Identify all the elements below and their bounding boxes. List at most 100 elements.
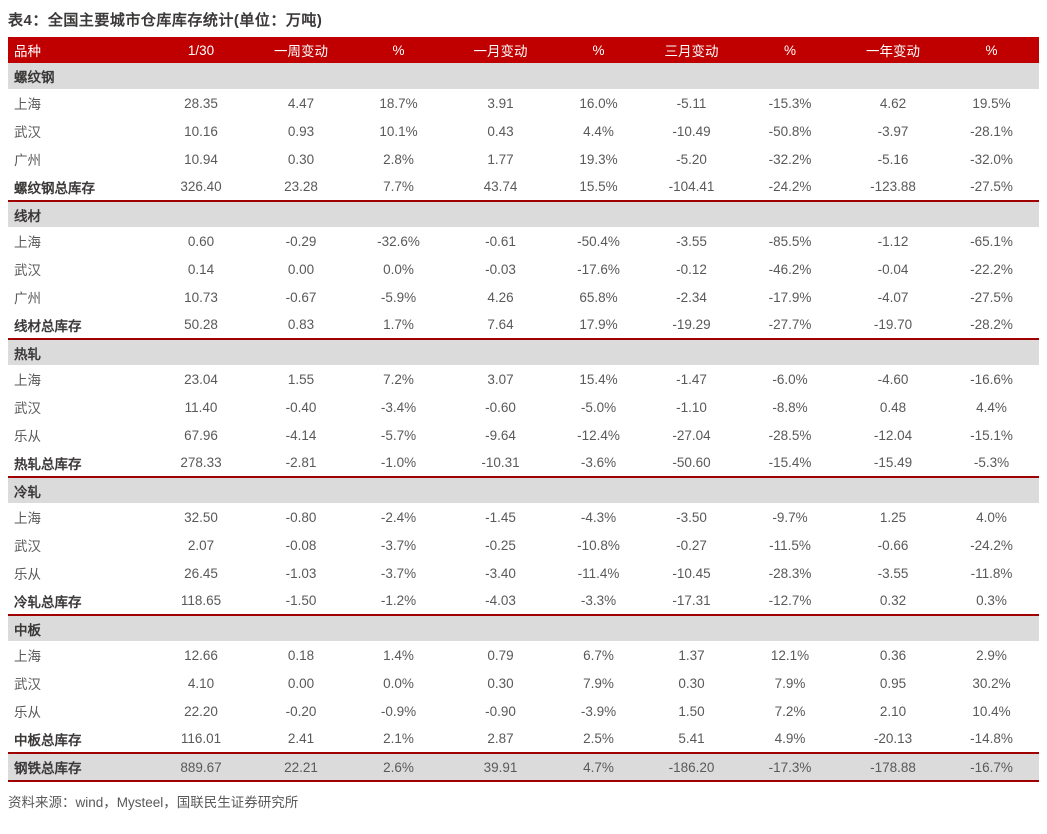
section-label: 中板 bbox=[8, 615, 1039, 641]
value-cell: -1.12 bbox=[877, 233, 909, 249]
value-cell: 2.5% bbox=[552, 725, 645, 754]
value-cell: 1.4% bbox=[383, 647, 414, 663]
value-cell: 4.7% bbox=[552, 753, 645, 782]
value-cell: 10.1% bbox=[379, 123, 418, 139]
value-cell: 0.32 bbox=[842, 587, 944, 616]
value-cell: -0.67 bbox=[285, 289, 317, 305]
value-cell: 0.0% bbox=[383, 261, 414, 277]
value-cell: -10.49 bbox=[672, 123, 711, 139]
city-label: 广州 bbox=[14, 153, 41, 168]
section-row: 热轧 bbox=[8, 339, 1039, 365]
value-cell: -15.3% bbox=[768, 95, 812, 111]
value-cell: -27.7% bbox=[738, 311, 842, 340]
value-cell: -16.7% bbox=[944, 753, 1039, 782]
value-cell: 22.21 bbox=[254, 753, 348, 782]
value-cell: 889.67 bbox=[148, 753, 254, 782]
value-cell: 12.1% bbox=[770, 647, 810, 663]
section-total-label: 热轧总库存 bbox=[8, 449, 148, 478]
value-cell: 23.28 bbox=[254, 173, 348, 202]
value-cell: 0.36 bbox=[879, 647, 907, 663]
city-label: 武汉 bbox=[14, 263, 41, 278]
value-cell: 7.2% bbox=[774, 703, 806, 719]
table-row: 武汉 11.40 -0.40 -3.4% -0.60 -5.0% -1.10 -8.8% 0.4… bbox=[8, 393, 1039, 421]
city-label: 乐从 bbox=[14, 705, 41, 720]
value-cell: -11.8% bbox=[970, 565, 1013, 581]
value-cell: -5.11 bbox=[676, 95, 707, 111]
section-total-label: 中板总库存 bbox=[8, 725, 148, 754]
value-cell: -27.5% bbox=[970, 289, 1013, 305]
value-cell: -1.10 bbox=[676, 399, 707, 415]
value-cell: 15.5% bbox=[552, 173, 645, 202]
value-cell: -4.14 bbox=[285, 427, 317, 443]
section-label: 螺纹钢 bbox=[8, 63, 1039, 89]
section-total-row: 螺纹钢总库存 326.40 23.28 7.7% 43.74 15.5% -104.41 -2… bbox=[8, 173, 1039, 202]
table-row: 武汉 4.10 0.00 0.0% 0.30 7.9% 0.30 7.9% 0.95 30.2% bbox=[8, 669, 1039, 697]
grand-total-label: 钢铁总库存 bbox=[8, 753, 148, 782]
value-cell: 4.26 bbox=[487, 289, 514, 305]
city-label: 武汉 bbox=[14, 539, 41, 554]
value-cell: 7.2% bbox=[383, 371, 414, 387]
value-cell: -4.03 bbox=[449, 587, 552, 616]
value-cell: 2.1% bbox=[348, 725, 449, 754]
header-cell-week-change: 一周变动 bbox=[254, 37, 348, 63]
value-cell: 7.9% bbox=[583, 675, 614, 691]
value-cell: -0.03 bbox=[485, 261, 516, 277]
value-cell: 0.93 bbox=[287, 123, 315, 139]
value-cell: 0.3% bbox=[944, 587, 1039, 616]
value-cell: 2.9% bbox=[976, 647, 1007, 663]
value-cell: 4.10 bbox=[187, 675, 215, 691]
value-cell: -85.5% bbox=[768, 233, 812, 249]
value-cell: -0.9% bbox=[380, 703, 417, 719]
value-cell: -3.7% bbox=[380, 537, 417, 553]
value-cell: 22.20 bbox=[184, 703, 218, 719]
value-cell: -5.20 bbox=[676, 151, 707, 167]
table-row: 上海 23.04 1.55 7.2% 3.07 15.4% -1.47 -6.0% -4.60 -… bbox=[8, 365, 1039, 393]
value-cell: -0.60 bbox=[485, 399, 516, 415]
inventory-table: 品种 1/30 一周变动 % 一月变动 % 三月变动 % 一年变动 % 螺纹钢上… bbox=[8, 37, 1039, 782]
value-cell: -15.49 bbox=[842, 449, 944, 478]
table-row: 上海 0.60 -0.29 -32.6% -0.61 -50.4% -3.55 -85.5% -… bbox=[8, 227, 1039, 255]
value-cell: -1.47 bbox=[676, 371, 707, 387]
value-cell: 4.47 bbox=[287, 95, 315, 111]
table-row: 乐从 26.45 -1.03 -3.7% -3.40 -11.4% -10.45 -28.3%… bbox=[8, 559, 1039, 587]
value-cell: 1.37 bbox=[678, 647, 705, 663]
section-label: 冷轧 bbox=[8, 477, 1039, 503]
value-cell: 0.30 bbox=[487, 675, 514, 691]
city-label: 上海 bbox=[14, 649, 41, 664]
value-cell: -9.7% bbox=[772, 509, 808, 525]
value-cell: -3.97 bbox=[877, 123, 909, 139]
value-cell: -17.31 bbox=[645, 587, 738, 616]
value-cell: -0.66 bbox=[877, 537, 909, 553]
value-cell: -24.2% bbox=[738, 173, 842, 202]
value-cell: -32.0% bbox=[970, 151, 1013, 167]
value-cell: -0.08 bbox=[285, 537, 317, 553]
value-cell: 10.73 bbox=[184, 289, 218, 305]
value-cell: -3.7% bbox=[380, 565, 417, 581]
value-cell: 32.50 bbox=[184, 509, 218, 525]
section-row: 线材 bbox=[8, 201, 1039, 227]
header-cell-quarter-change: 三月变动 bbox=[645, 37, 738, 63]
value-cell: 10.94 bbox=[184, 151, 218, 167]
value-cell: -1.0% bbox=[348, 449, 449, 478]
value-cell: 2.41 bbox=[254, 725, 348, 754]
city-label: 乐从 bbox=[14, 429, 41, 444]
value-cell: -2.4% bbox=[380, 509, 417, 525]
value-cell: 7.9% bbox=[774, 675, 806, 691]
source-note: 资料来源：wind，Mysteel，国联民生证券研究所 bbox=[8, 795, 299, 810]
section-total-row: 中板总库存 116.01 2.41 2.1% 2.87 2.5% 5.41 4.9% -20.1… bbox=[8, 725, 1039, 754]
value-cell: 0.14 bbox=[187, 261, 215, 277]
value-cell: 0.30 bbox=[678, 675, 705, 691]
city-label: 武汉 bbox=[14, 401, 41, 416]
value-cell: -28.1% bbox=[970, 123, 1013, 139]
section-total-row: 线材总库存 50.28 0.83 1.7% 7.64 17.9% -19.29 -27.7% -… bbox=[8, 311, 1039, 340]
value-cell: -1.50 bbox=[254, 587, 348, 616]
value-cell: -28.3% bbox=[768, 565, 812, 581]
value-cell: -3.4% bbox=[380, 399, 417, 415]
value-cell: 0.30 bbox=[287, 151, 315, 167]
table-row: 武汉 0.14 0.00 0.0% -0.03 -17.6% -0.12 -46.2% -0.0… bbox=[8, 255, 1039, 283]
value-cell: -6.0% bbox=[772, 371, 808, 387]
value-cell: -17.3% bbox=[738, 753, 842, 782]
value-cell: -0.20 bbox=[285, 703, 317, 719]
value-cell: -3.55 bbox=[676, 233, 707, 249]
table-row: 乐从 22.20 -0.20 -0.9% -0.90 -3.9% 1.50 7.2% 2.10 1… bbox=[8, 697, 1039, 725]
